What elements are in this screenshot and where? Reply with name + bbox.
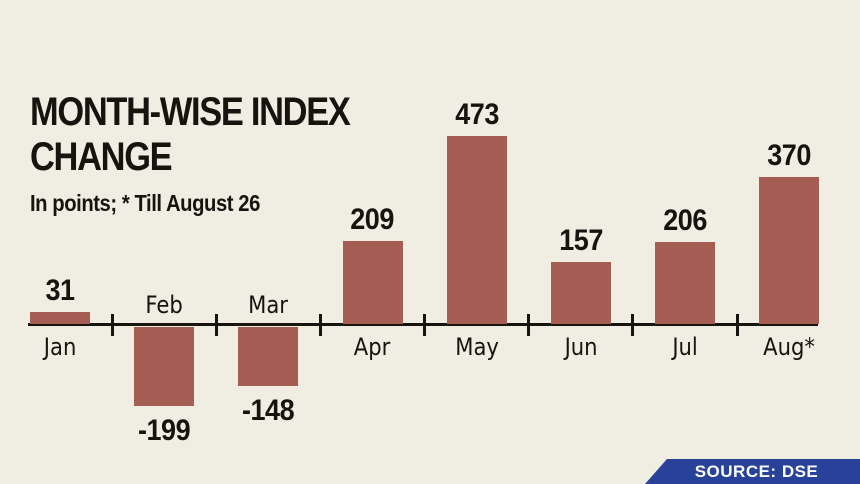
month-label-apr: Apr (354, 333, 391, 361)
axis-tick (110, 314, 114, 336)
bar-mar (238, 327, 299, 386)
bar-jun (550, 261, 611, 324)
chart-title: MONTH-WISE INDEX CHANGE (30, 90, 351, 180)
value-label-apr: 209 (350, 203, 395, 237)
month-label-may: May (454, 333, 499, 361)
axis-tick (735, 314, 739, 336)
month-label-feb: Feb (145, 291, 183, 319)
axis-tick (318, 314, 322, 336)
month-label-aug: Aug* (763, 333, 816, 361)
value-label-mar: -148 (242, 393, 295, 427)
value-label-may: 473 (454, 98, 499, 132)
source-banner: SOURCE: DSE (645, 459, 860, 484)
axis-tick (631, 314, 635, 336)
month-label-jan: Jan (43, 333, 77, 361)
month-label-jun: Jun (564, 333, 598, 361)
bar-apr (342, 241, 403, 324)
bar-jul (654, 242, 715, 324)
value-label-jul: 206 (663, 204, 707, 238)
bar-feb (134, 327, 195, 406)
title-block: MONTH-WISE INDEX CHANGE In points; * Til… (30, 90, 460, 217)
month-label-mar: Mar (248, 291, 289, 319)
axis-tick (527, 314, 531, 336)
month-label-jul: Jul (672, 333, 698, 361)
bar-jan (30, 311, 91, 324)
bar-may (446, 136, 507, 324)
value-label-jun: 157 (558, 223, 603, 257)
x-axis-line (28, 323, 818, 326)
value-label-aug: 370 (767, 139, 811, 173)
bar-aug (759, 177, 820, 324)
chart-subtitle: In points; * Till August 26 (30, 190, 260, 217)
axis-tick (423, 314, 427, 336)
value-label-feb: -199 (138, 414, 191, 447)
axis-tick (214, 314, 218, 336)
value-label-jan: 31 (45, 273, 75, 307)
source-label: SOURCE: DSE (694, 461, 819, 481)
